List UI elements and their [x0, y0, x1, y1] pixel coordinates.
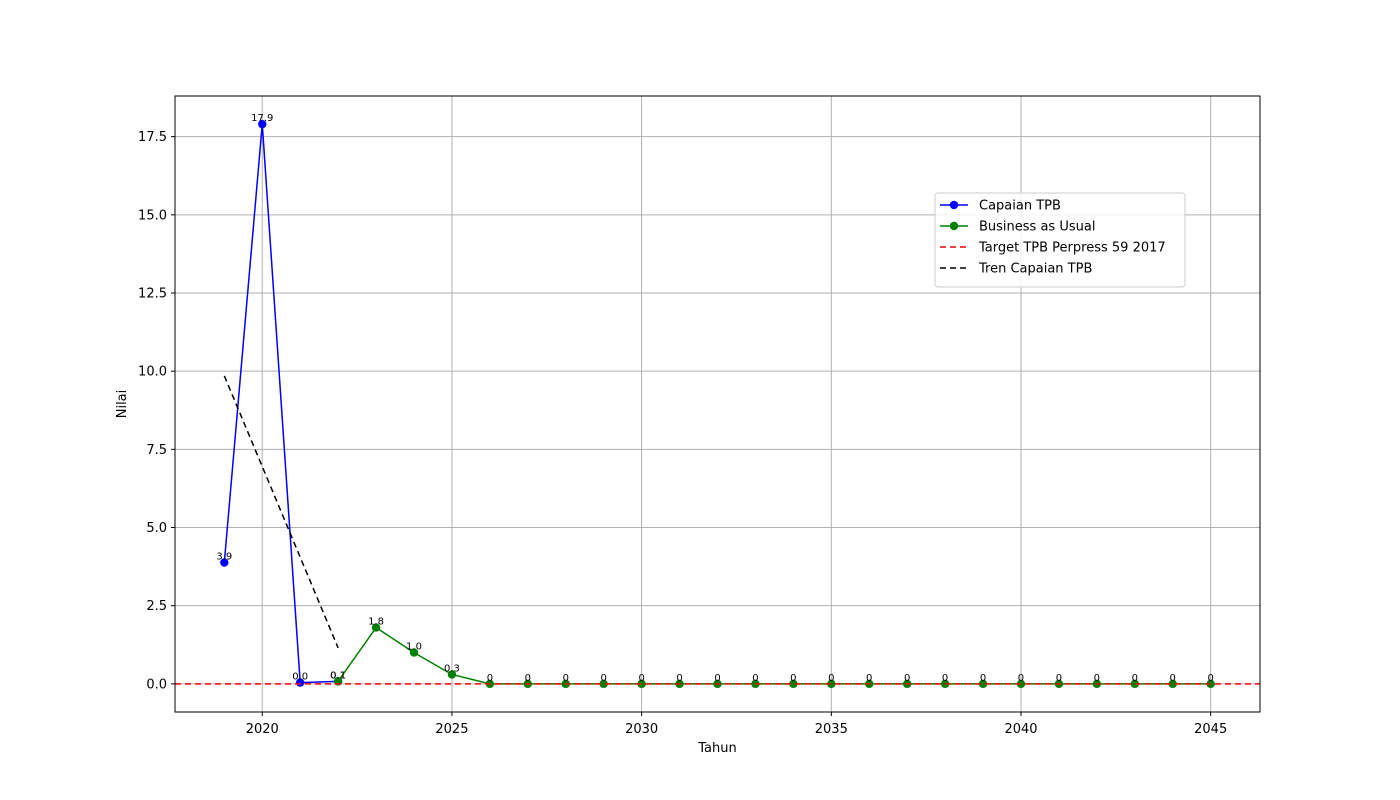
- legend-label: Capaian TPB: [979, 199, 1061, 214]
- data-point: [1130, 679, 1140, 689]
- data-point: [827, 679, 836, 689]
- data-label: 0: [1170, 673, 1176, 684]
- data-point: [1168, 679, 1177, 689]
- x-axis-label: Tahun: [697, 741, 736, 756]
- data-label: 17.9: [251, 113, 273, 124]
- y-axis-label: Nilai: [115, 390, 130, 419]
- data-label: 0.0: [292, 672, 308, 683]
- trend-line: [223, 375, 339, 649]
- legend-marker: [949, 221, 959, 231]
- data-label: 0: [980, 673, 986, 684]
- data-label: 0.1: [330, 670, 346, 681]
- data-label: 0: [790, 673, 796, 684]
- data-label: 0: [1094, 673, 1100, 684]
- series-capaian-tpb: 3.9 17.9 0.0 0.1: [216, 113, 346, 687]
- legend-item: Business as Usual: [940, 220, 1095, 235]
- data-point: [599, 679, 608, 689]
- y-tick-label: 17.5: [138, 130, 167, 145]
- x-tick-label: 2040: [1004, 722, 1037, 737]
- series-business-as-usual: 0.1 1.8 1.0 0.3 0 0 0 0 0 0 0 0 0 0 0 0 0 0 0 0 0 0 0 0: [330, 617, 1215, 689]
- data-label: 0: [1132, 673, 1138, 684]
- data-label: 0: [866, 673, 872, 684]
- axis-ticks: 2020 2025 2030 2035 2040 2045 0.0 2.5 5.0 7.5 10.0…: [138, 130, 1227, 737]
- plot-frame: [174, 95, 1261, 713]
- data-point: [978, 679, 988, 689]
- data-label: 0: [828, 673, 834, 684]
- data-point: [295, 678, 305, 687]
- x-tick-label: 2045: [1194, 722, 1227, 737]
- y-tick-label: 10.0: [138, 365, 167, 380]
- data-point: [637, 679, 646, 689]
- data-label: 3.9: [216, 552, 232, 563]
- legend-item: Tren Capaian TPB: [940, 262, 1092, 277]
- y-tick-label: 15.0: [138, 208, 167, 223]
- legend-label: Target TPB Perpress 59 2017: [978, 241, 1166, 256]
- data-label: 0.3: [444, 663, 460, 674]
- legend-item: Capaian TPB: [940, 199, 1061, 214]
- data-label: 0: [752, 673, 758, 684]
- data-label: 0: [714, 673, 720, 684]
- series-line: [337, 626, 1211, 685]
- data-label: 0: [638, 673, 644, 684]
- data-label: 0: [601, 673, 607, 684]
- legend-label: Tren Capaian TPB: [978, 262, 1092, 277]
- data-point: [447, 670, 457, 679]
- data-point: [258, 119, 267, 129]
- data-label: 0: [942, 673, 948, 684]
- x-tick-label: 2020: [246, 722, 279, 737]
- legend-frame: [934, 192, 1186, 288]
- data-label: 0: [1056, 673, 1062, 684]
- data-label: 0: [487, 673, 493, 684]
- legend-item: Target TPB Perpress 59 2017: [940, 241, 1166, 256]
- data-label: 0: [1018, 673, 1024, 684]
- data-label: 1.8: [368, 617, 384, 628]
- data-label: 0: [563, 673, 569, 684]
- y-tick-label: 7.5: [146, 443, 167, 458]
- series-line: [223, 124, 339, 684]
- x-tick-label: 2030: [625, 722, 658, 737]
- grid-lines: [175, 96, 1260, 712]
- y-tick-label: 2.5: [146, 599, 167, 614]
- data-label: 0: [525, 673, 531, 684]
- y-tick-label: 12.5: [138, 286, 167, 301]
- data-label: 0: [676, 673, 682, 684]
- data-label: 1.0: [406, 642, 422, 653]
- series-layer: 3.917.90.0 0.10.11.81.00.30 0 0 0 0 0 0 0 0 0 0 0 0 0 0…: [175, 113, 1260, 689]
- data-label: 0: [904, 673, 910, 684]
- data-label: 0.1: [330, 670, 346, 681]
- x-tick-label: 2025: [435, 722, 468, 737]
- y-tick-label: 0.0: [146, 677, 167, 692]
- data-point: [409, 648, 419, 657]
- data-label: 0: [1207, 673, 1213, 684]
- legend: Capaian TPB Business as Usual Target TPB P…: [934, 192, 1186, 288]
- data-point: [220, 558, 229, 567]
- data-point: [789, 679, 798, 689]
- legend-label: Business as Usual: [979, 220, 1095, 235]
- legend-marker: [949, 200, 959, 210]
- x-tick-label: 2035: [815, 722, 848, 737]
- y-tick-label: 5.0: [146, 521, 167, 536]
- series-tren-capaian-tpb: [223, 375, 339, 649]
- data-point: [371, 623, 381, 632]
